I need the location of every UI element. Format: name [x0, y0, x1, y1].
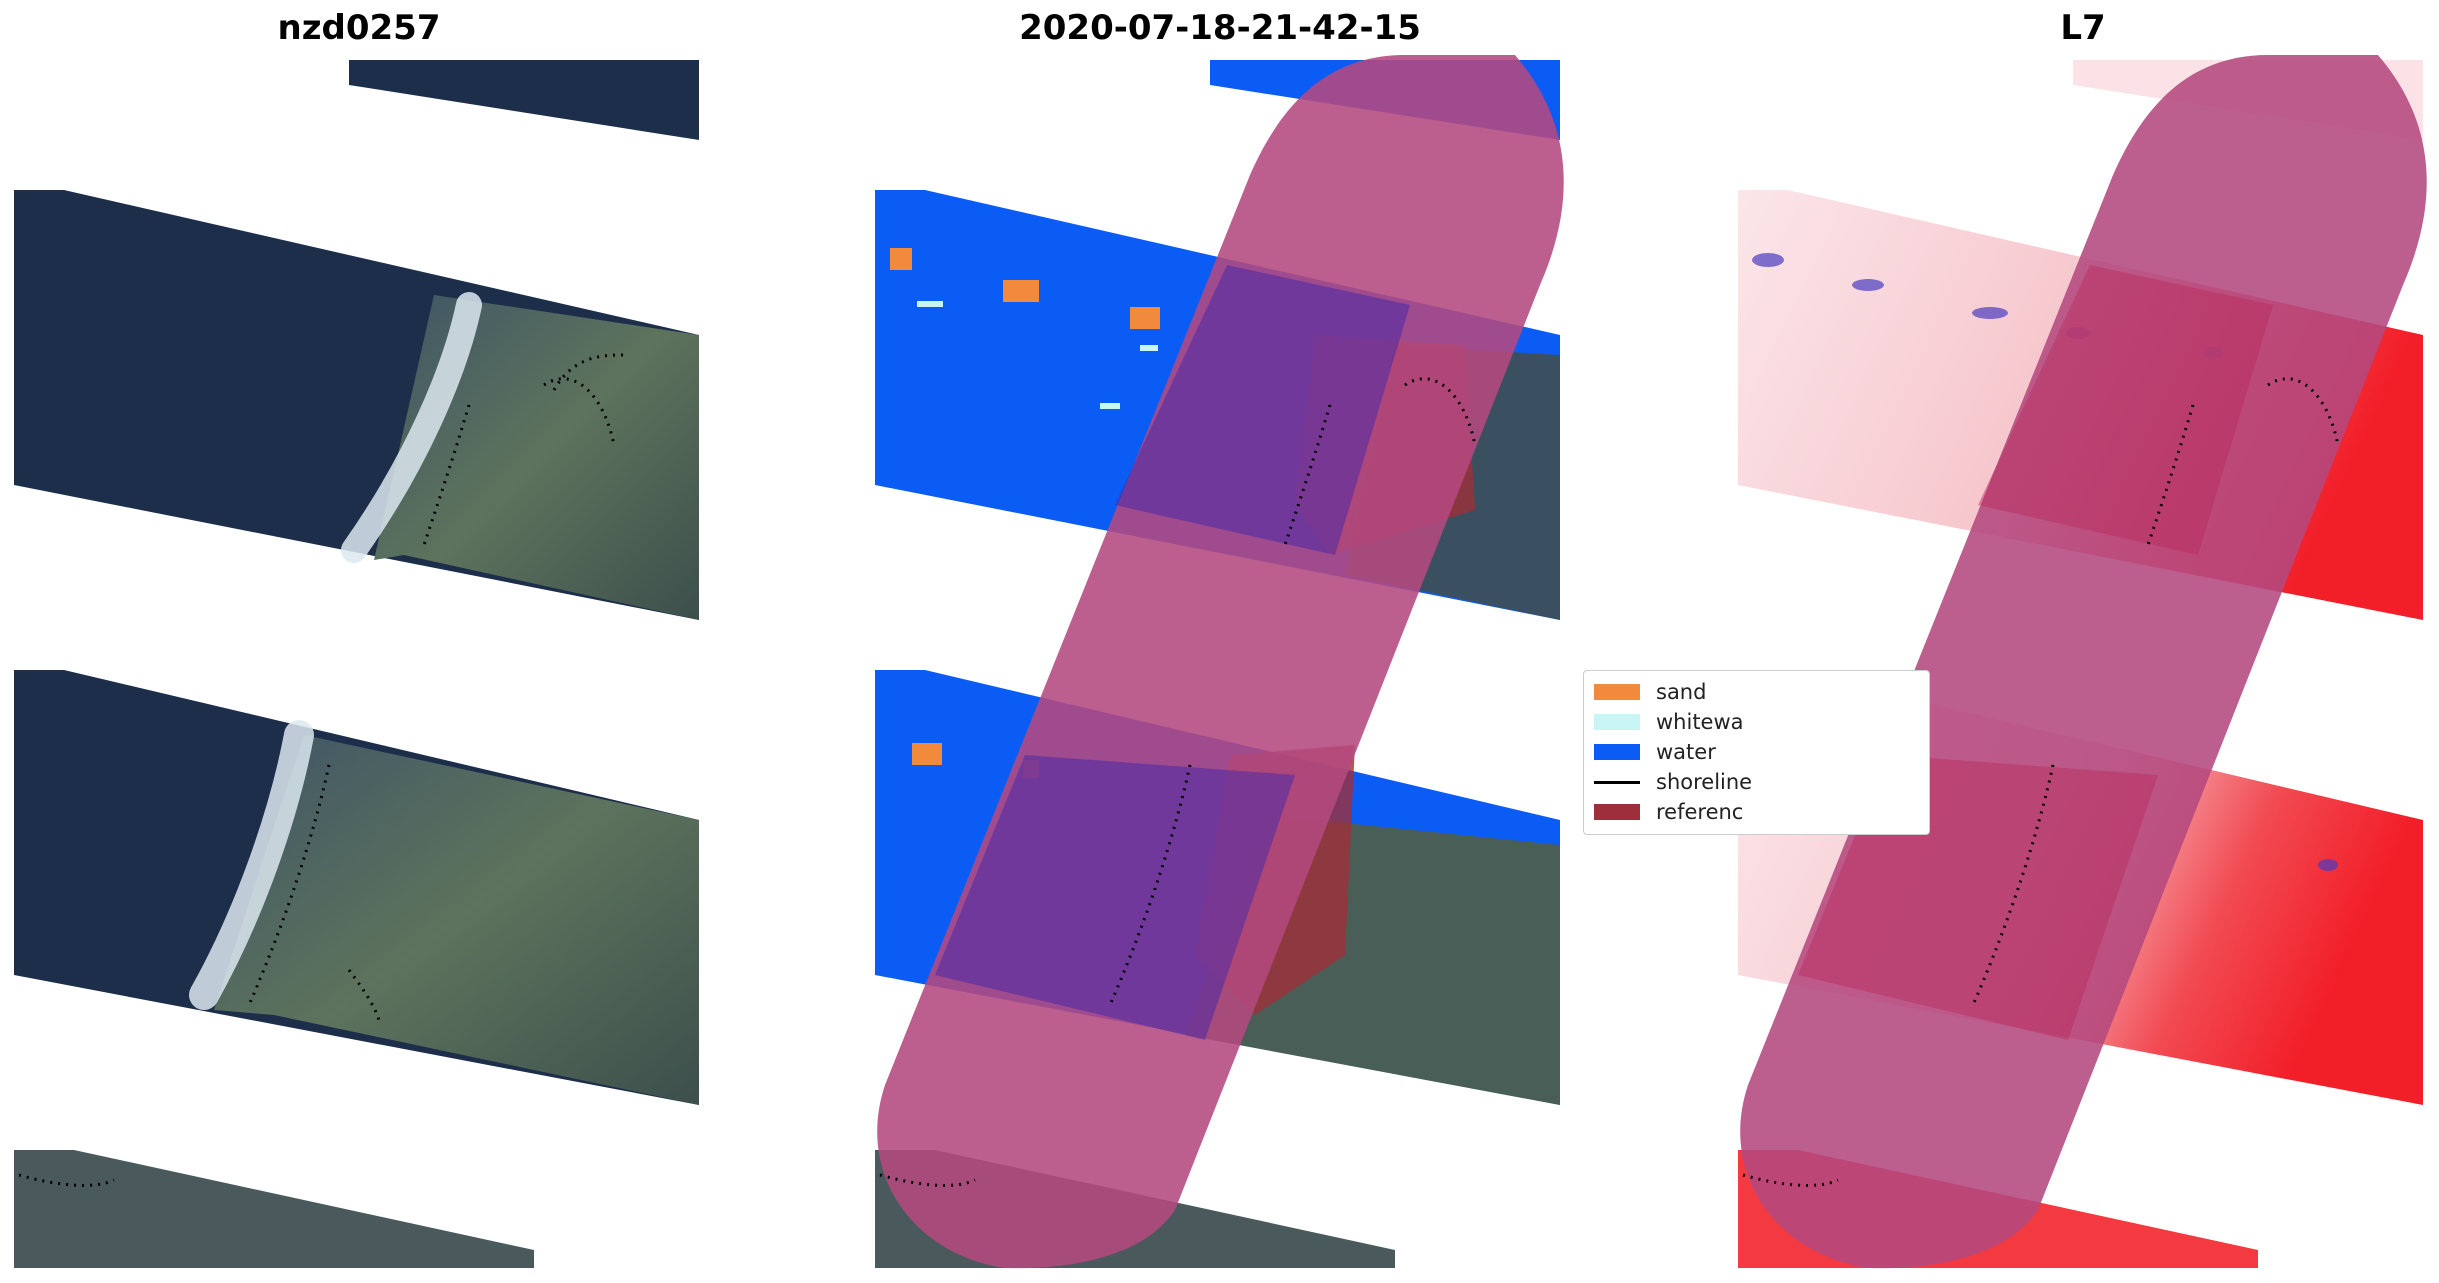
shoreline-trace-classified-lower [1108, 764, 1192, 1006]
index-overlay-band [1740, 55, 2427, 1269]
whitewater-patch-1 [917, 301, 943, 307]
shoreline-trace-index-lower [1971, 764, 2055, 1006]
sand-patch-2 [1003, 280, 1039, 302]
whitewater-patch-3 [1100, 403, 1120, 409]
legend-swatch-sand [1594, 684, 1640, 700]
legend-item-sand: sand [1594, 677, 1706, 707]
image-strip-bottom [14, 1150, 534, 1268]
overlay-water-tint-lower [935, 755, 1295, 1040]
shoreline-trace-bottom [18, 1173, 115, 1187]
shoreline-trace-classified-bottom [879, 1173, 976, 1187]
legend-line-shoreline [1594, 780, 1640, 784]
legend-label-whitewater: whitewa [1656, 710, 1744, 734]
overlay-water-tint-middle [1115, 265, 1410, 555]
legend-swatch-whitewater [1594, 714, 1640, 730]
index-blue-spot-2 [1852, 279, 1884, 291]
legend-item-water: water [1594, 737, 1716, 767]
legend-label-shoreline: shoreline [1656, 770, 1753, 794]
index-blue-spot-1 [1752, 253, 1784, 267]
legend-item-shoreline: shoreline [1594, 767, 1752, 797]
shoreline-trace-classified-middle [1283, 377, 1477, 546]
whitewater-patch-2 [1140, 345, 1158, 351]
legend: sand whitewa water shoreline referenc [1583, 670, 1930, 835]
legend-item-whitewater: whitewa [1594, 707, 1744, 737]
shoreline-trace-index-middle [2146, 377, 2340, 546]
panel-title-index: L7 [2060, 8, 2106, 48]
panel-title-classified: 2020-07-18-21-42-15 [1019, 8, 1421, 48]
shoreline-trace-middle [422, 353, 625, 546]
sand-patch-4 [912, 743, 942, 765]
legend-swatch-water [1594, 744, 1640, 760]
index-image-panel [1738, 55, 2427, 1269]
sand-patch-3 [1130, 307, 1160, 329]
rgb-image-panel [14, 60, 699, 1268]
surf-zone-middle [341, 292, 482, 563]
panel-title-rgb: nzd0257 [277, 8, 441, 48]
legend-label-reference: referenc [1656, 800, 1744, 824]
legend-label-water: water [1656, 740, 1716, 764]
classified-image-panel [875, 55, 1564, 1269]
sand-patch-1 [890, 248, 912, 270]
index-blue-spot-3 [1972, 307, 2008, 319]
image-strip-top [349, 60, 699, 140]
surf-zone-lower [189, 720, 314, 1010]
index-overlay-tint-middle [1978, 265, 2273, 555]
shoreline-trace-index-bottom [1742, 1173, 1839, 1187]
land-area-lower [214, 735, 699, 1105]
legend-swatch-reference [1594, 804, 1640, 820]
index-blue-spot-8 [2318, 859, 2338, 871]
legend-item-reference: referenc [1594, 797, 1743, 827]
shoreline-trace-lower [247, 764, 381, 1021]
legend-label-sand: sand [1656, 680, 1707, 704]
